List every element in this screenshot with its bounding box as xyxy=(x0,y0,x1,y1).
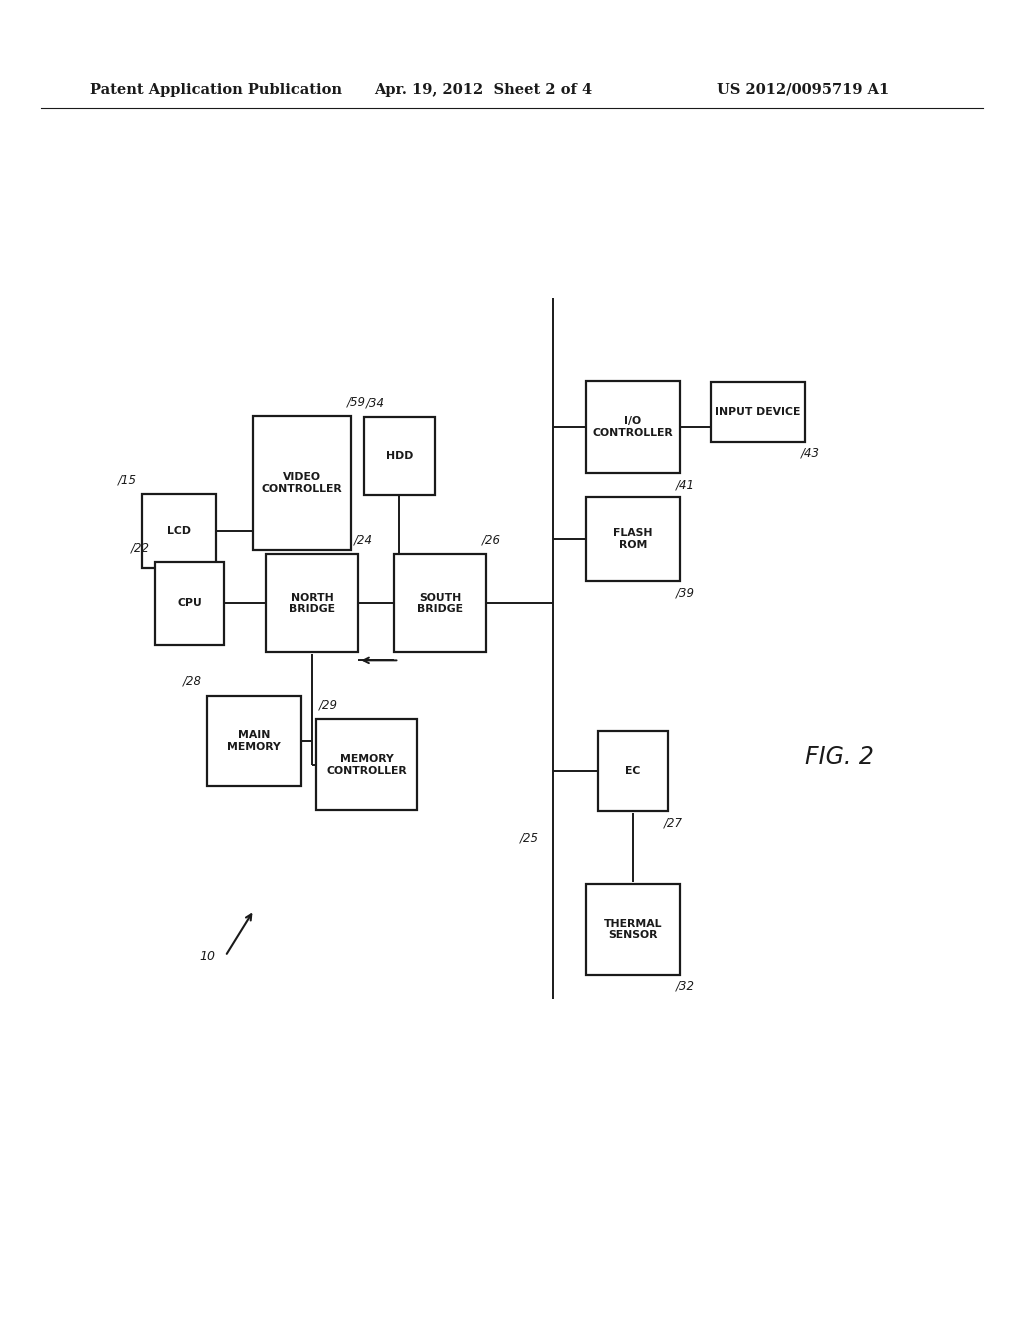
Bar xyxy=(586,380,680,474)
Bar xyxy=(142,494,216,569)
Bar xyxy=(254,416,350,549)
Text: /59: /59 xyxy=(346,395,366,408)
Text: /25: /25 xyxy=(519,832,539,845)
Bar xyxy=(316,719,417,810)
Text: US 2012/0095719 A1: US 2012/0095719 A1 xyxy=(717,83,889,96)
Text: Patent Application Publication: Patent Application Publication xyxy=(90,83,342,96)
Text: CPU: CPU xyxy=(177,598,202,609)
Bar xyxy=(586,884,680,974)
Bar xyxy=(155,562,224,644)
Bar xyxy=(586,496,680,581)
Text: /24: /24 xyxy=(354,533,374,546)
Text: FLASH
ROM: FLASH ROM xyxy=(613,528,652,549)
Bar xyxy=(711,381,805,442)
Text: I/O
CONTROLLER: I/O CONTROLLER xyxy=(593,416,673,438)
Text: HDD: HDD xyxy=(386,451,413,461)
Text: /39: /39 xyxy=(676,586,695,599)
Bar xyxy=(394,554,486,652)
Text: FIG. 2: FIG. 2 xyxy=(805,746,874,770)
Text: /28: /28 xyxy=(182,675,202,688)
Bar xyxy=(364,417,435,495)
Text: MAIN
MEMORY: MAIN MEMORY xyxy=(227,730,281,752)
Text: /29: /29 xyxy=(318,698,338,711)
Text: INPUT DEVICE: INPUT DEVICE xyxy=(715,407,801,417)
Text: NORTH
BRIDGE: NORTH BRIDGE xyxy=(290,593,335,614)
Text: THERMAL
SENSOR: THERMAL SENSOR xyxy=(603,919,663,940)
Text: /26: /26 xyxy=(482,533,502,546)
Bar xyxy=(207,696,301,787)
Text: /22: /22 xyxy=(130,541,150,554)
Text: LCD: LCD xyxy=(167,527,191,536)
Bar xyxy=(598,731,668,812)
Text: /41: /41 xyxy=(676,479,695,491)
Text: /34: /34 xyxy=(366,396,385,409)
Text: VIDEO
CONTROLLER: VIDEO CONTROLLER xyxy=(262,473,342,494)
Text: 10: 10 xyxy=(199,949,215,962)
Text: Apr. 19, 2012  Sheet 2 of 4: Apr. 19, 2012 Sheet 2 of 4 xyxy=(374,83,592,96)
Text: MEMORY
CONTROLLER: MEMORY CONTROLLER xyxy=(327,754,407,776)
Text: EC: EC xyxy=(625,766,641,776)
Text: /43: /43 xyxy=(801,447,820,459)
Text: /27: /27 xyxy=(664,817,683,829)
Text: SOUTH
BRIDGE: SOUTH BRIDGE xyxy=(418,593,463,614)
Text: /32: /32 xyxy=(676,979,695,993)
Bar xyxy=(266,554,358,652)
Text: /15: /15 xyxy=(118,474,137,486)
